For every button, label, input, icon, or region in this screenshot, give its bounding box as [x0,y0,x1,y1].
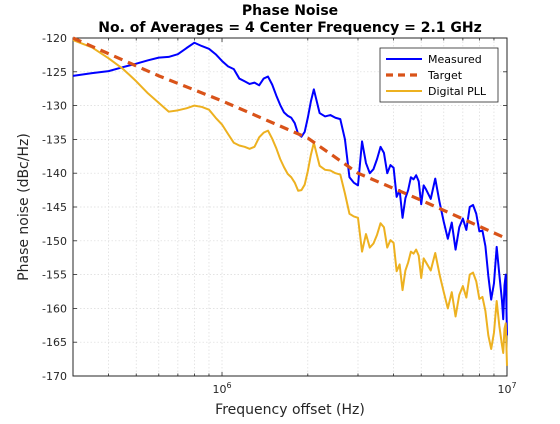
series-line-measured [72,41,508,336]
chart-title-line-2: No. of Averages = 4 Center Frequency = 2… [98,20,482,36]
y-tick-label: -125 [42,66,67,79]
legend-label: Digital PLL [428,85,487,98]
x-tick-label: 107 [497,381,516,396]
series-lines [72,36,508,366]
x-axis-label: Frequency offset (Hz) [215,402,365,418]
y-tick-label: -140 [42,167,67,180]
x-tick-label-base: 10 [212,383,226,396]
series-line-target [72,36,508,241]
x-tick-label-exponent: 7 [511,381,516,390]
x-tick-label-base: 10 [497,383,511,396]
y-tick-label: -120 [42,32,67,45]
y-tick-label: -170 [42,370,67,383]
y-axis-label: Phase noise (dBc/Hz) [16,133,32,281]
axis-labels: -120 -125 -130 -135 -140 -145 -150 -155 -160 -165… [42,32,517,396]
legend: Measured Target Digital PLL [379,47,499,103]
x-tick-label: 106 [212,381,231,396]
legend-label: Measured [428,53,482,66]
legend-label: Target [427,69,463,82]
y-tick-label: -160 [42,302,67,315]
y-tick-label: -130 [42,100,67,113]
series-line-digital-pll [72,39,508,366]
y-tick-label: -155 [42,269,67,282]
grid-lines [73,38,507,376]
y-tick-label: -150 [42,235,67,248]
y-tick-label: -145 [42,201,67,214]
y-tick-label: -135 [42,133,67,146]
axis-ticks [73,37,507,377]
x-tick-label-exponent: 6 [226,381,231,390]
chart-title-line-1: Phase Noise [242,3,338,19]
y-tick-label: -165 [42,336,67,349]
